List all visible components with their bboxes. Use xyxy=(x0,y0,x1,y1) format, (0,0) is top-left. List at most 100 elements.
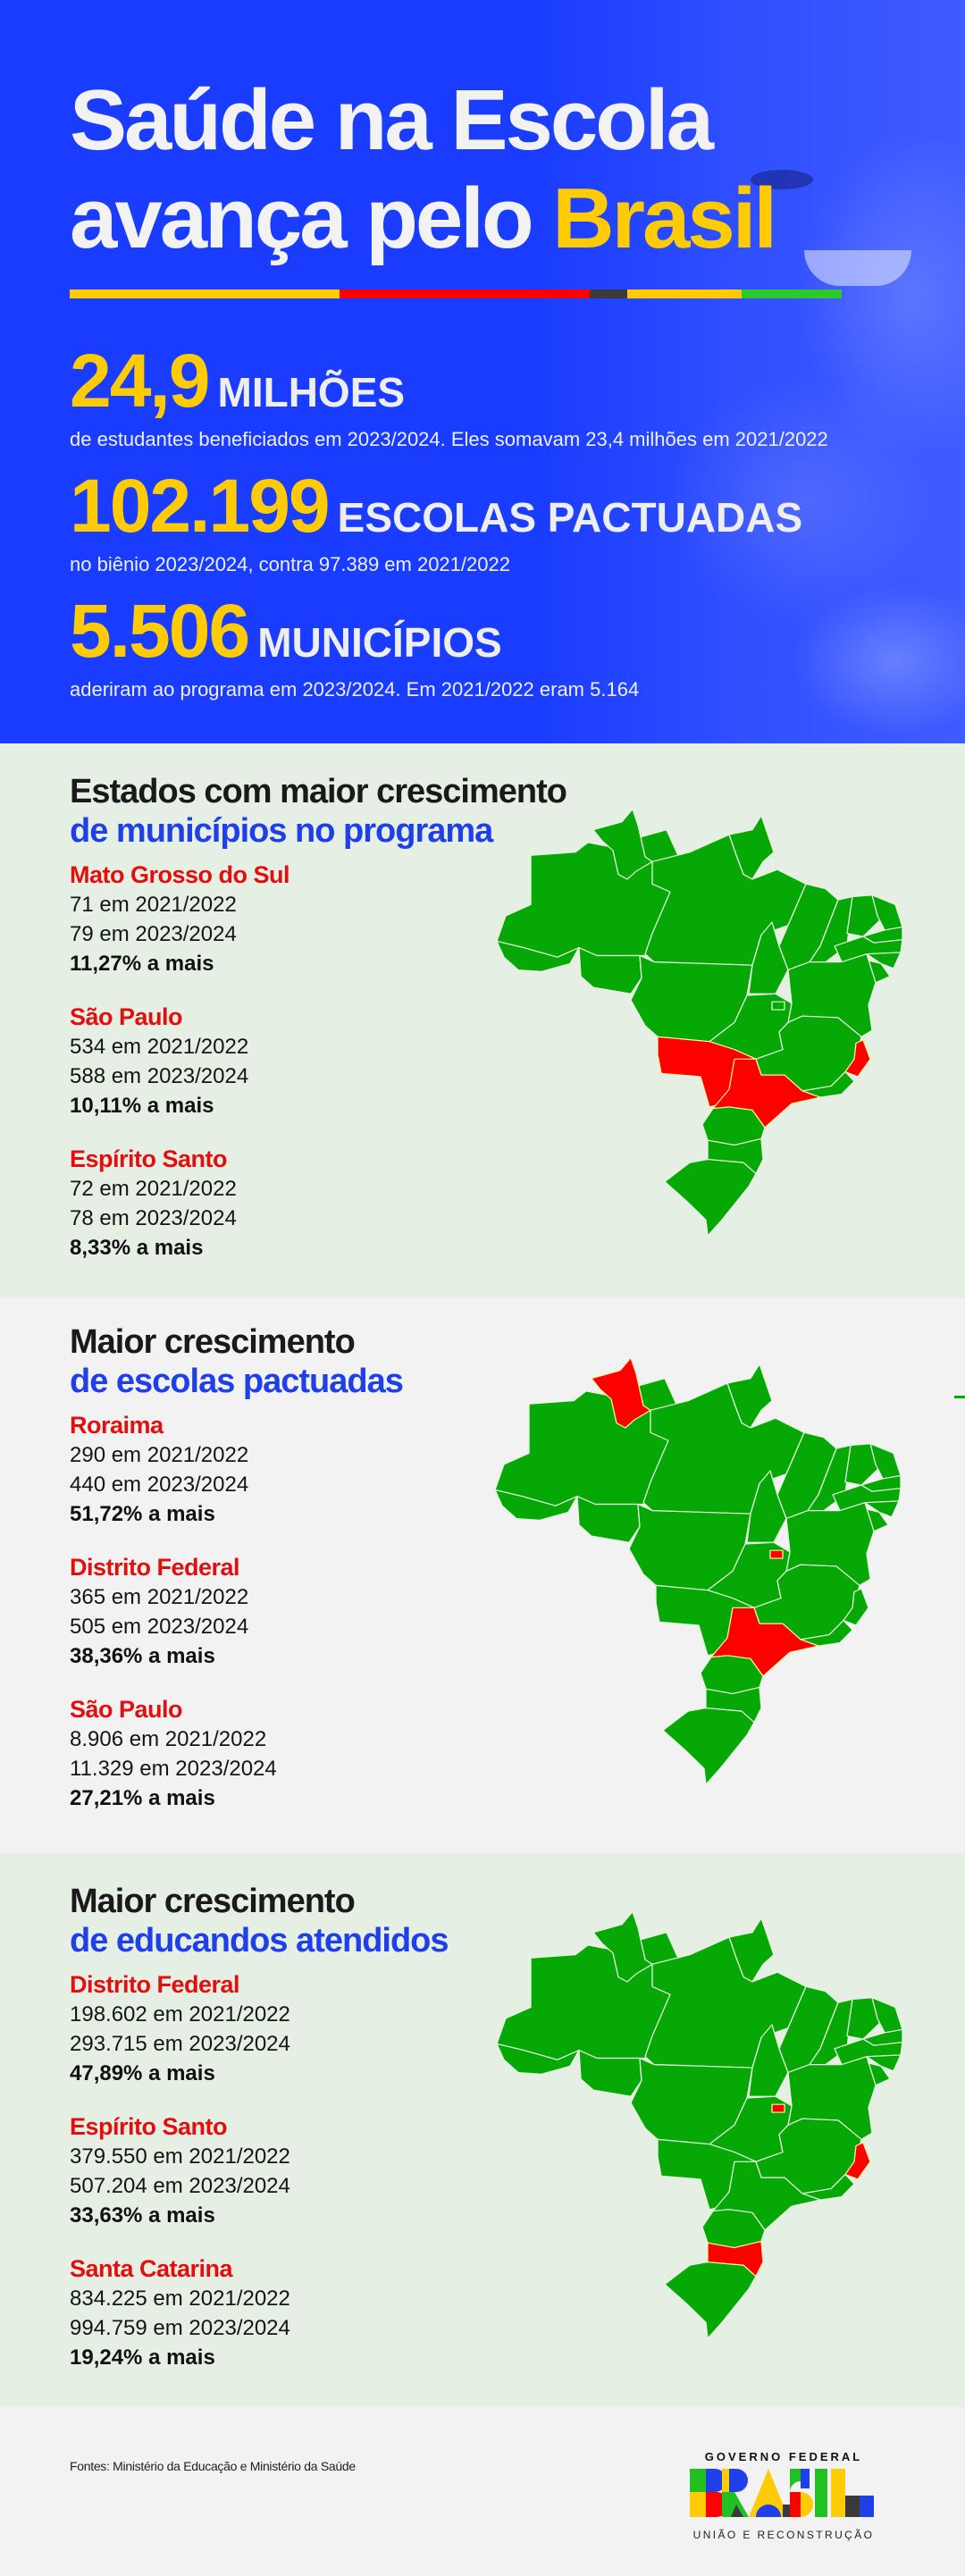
page-title: Saúde na Escola avança pelo Brasil xyxy=(70,71,874,268)
state-rs xyxy=(664,2261,757,2339)
state-item: Distrito Federal 365 em 2021/2022 505 em… xyxy=(70,1552,248,1671)
sources-note: Fontes: Ministério da Educação e Ministé… xyxy=(70,2459,356,2473)
value-after: 293.715 em 2023/2024 xyxy=(70,2032,290,2056)
stat-students: 24,9 MILHÕES de estudantes beneficiados e… xyxy=(70,338,828,451)
state-rr xyxy=(592,1910,653,1983)
section-title: Estados com maior crescimento de municíp… xyxy=(70,772,567,851)
section-title-line-2: de educandos atendidos xyxy=(70,1922,449,1959)
value-after: 994.759 em 2023/2024 xyxy=(70,2316,290,2340)
value-after: 505 em 2023/2024 xyxy=(70,1615,249,1639)
state-rr-highlighted xyxy=(591,1356,651,1429)
state-al xyxy=(864,1500,900,1518)
value-after: 78 em 2023/2024 xyxy=(70,1206,237,1230)
value-after: 507.204 em 2023/2024 xyxy=(70,2174,290,2198)
growth-percent: 10,11% a mais xyxy=(70,1094,214,1118)
stat-description: no biênio 2023/2024, contra 97.389 em 20… xyxy=(70,553,510,575)
section-title-line-1: Maior crescimento xyxy=(70,1883,356,1920)
section-title: Maior crescimento de escolas pactuadas xyxy=(70,1322,404,1401)
state-al xyxy=(866,952,902,969)
flag-bar-segment xyxy=(590,289,627,298)
section-title-line-1: Maior crescimento xyxy=(70,1323,356,1361)
section-schools: Maior crescimento de escolas pactuadas R… xyxy=(0,1297,965,1853)
state-item: Roraima 290 em 2021/2022 440 em 2023/202… xyxy=(70,1410,248,1529)
stat-municipalities: 5.506 MUNICÍPIOS aderiram ao programa em … xyxy=(70,588,639,701)
growth-percent: 47,89% a mais xyxy=(70,2061,215,2085)
state-es-highlighted xyxy=(844,1039,871,1078)
state-item: Espírito Santo 72 em 2021/2022 78 em 202… xyxy=(70,1144,237,1263)
state-item: São Paulo 534 em 2021/2022 588 em 2023/2… xyxy=(70,1002,248,1120)
state-ro xyxy=(578,2050,642,2097)
value-before: 365 em 2021/2022 xyxy=(70,1585,249,1609)
state-sc-highlighted xyxy=(707,2240,764,2278)
value-before: 290 em 2021/2022 xyxy=(70,1443,249,1467)
stat-number: 24,9 xyxy=(70,339,210,423)
value-after: 11.329 em 2023/2024 xyxy=(70,1757,277,1781)
state-name: São Paulo xyxy=(70,1696,183,1723)
flag-bar-segment xyxy=(340,289,590,298)
state-rr xyxy=(592,808,653,880)
stat-number: 102.199 xyxy=(70,464,331,548)
growth-percent: 8,33% a mais xyxy=(70,1236,204,1260)
value-before: 534 em 2021/2022 xyxy=(70,1035,249,1059)
growth-percent: 27,21% a mais xyxy=(70,1786,215,1810)
stat-unit: ESCOLAS PACTUADAS xyxy=(337,494,803,541)
state-name: Roraima xyxy=(70,1412,164,1439)
state-name: Mato Grosso do Sul xyxy=(70,861,290,888)
flag-color-bar xyxy=(70,289,842,298)
flag-bar-segment xyxy=(627,289,742,298)
state-ac xyxy=(494,1489,578,1521)
state-rs xyxy=(662,1707,755,1785)
value-before: 8.906 em 2021/2022 xyxy=(70,1727,267,1751)
state-sp-highlighted xyxy=(710,1607,819,1677)
growth-percent: 11,27% a mais xyxy=(70,952,214,976)
photo-eye xyxy=(751,170,813,189)
stat-schools: 102.199 ESCOLAS PACTUADAS no biênio 2023/… xyxy=(70,463,802,576)
stat-unit: MILHÕES xyxy=(217,369,406,415)
state-es xyxy=(843,1588,869,1626)
state-rn xyxy=(871,1997,903,2034)
flag-bar-segment xyxy=(742,289,842,298)
value-before: 379.550 em 2021/2022 xyxy=(70,2144,290,2169)
state-df-highlighted xyxy=(769,1549,784,1559)
decorative-dash xyxy=(954,1396,965,1398)
logo-top-text: GOVERNO FEDERAL xyxy=(704,2450,863,2463)
hero-banner: Saúde na Escola avança pelo Brasil 24,9 M… xyxy=(0,0,965,743)
value-before: 834.225 em 2021/2022 xyxy=(70,2287,290,2311)
value-after: 588 em 2023/2024 xyxy=(70,1064,249,1088)
state-df xyxy=(771,1001,785,1011)
state-df-highlighted xyxy=(771,2103,785,2113)
state-ac xyxy=(496,940,580,972)
stat-number: 5.506 xyxy=(70,589,250,673)
growth-percent: 51,72% a mais xyxy=(70,1502,215,1526)
state-name: Espírito Santo xyxy=(70,1145,228,1172)
state-name: Distrito Federal xyxy=(70,1971,240,1998)
value-before: 71 em 2021/2022 xyxy=(70,893,237,917)
state-sp-highlighted xyxy=(712,1058,821,1129)
brazil-map xyxy=(486,1355,906,1797)
gov-logo: GOVERNO FEDERAL xyxy=(690,2450,877,2541)
title-line-1: Saúde na Escola xyxy=(70,72,714,168)
section-students: Maior crescimento de educandos atendidos… xyxy=(0,1853,965,2407)
flag-bar-segment xyxy=(70,289,340,298)
footer: Fontes: Ministério da Educação e Ministé… xyxy=(0,2407,965,2576)
state-ac xyxy=(496,2043,580,2075)
brazil-map xyxy=(488,1909,908,2351)
growth-percent: 33,63% a mais xyxy=(70,2203,215,2228)
section-title-line-1: Estados com maior crescimento xyxy=(70,773,567,810)
state-item: Mato Grosso do Sul 71 em 2021/2022 79 em… xyxy=(70,860,290,978)
state-rn xyxy=(869,1443,902,1480)
state-rs xyxy=(664,1158,757,1237)
title-highlight: Brasil xyxy=(552,171,777,266)
state-al xyxy=(866,2054,902,2072)
section-title: Maior crescimento de educandos atendidos xyxy=(70,1882,449,1960)
section-title-line-2: de municípios no programa xyxy=(70,812,493,850)
child-photo xyxy=(536,0,965,743)
state-item: Espírito Santo 379.550 em 2021/2022 507.… xyxy=(70,2111,290,2230)
state-ro xyxy=(578,947,642,994)
stat-unit: MUNICÍPIOS xyxy=(257,619,502,666)
value-before: 198.602 em 2021/2022 xyxy=(70,2002,290,2026)
section-municipalities: Estados com maior crescimento de municíp… xyxy=(0,743,965,1297)
brasil-logo-mark xyxy=(690,2469,874,2517)
state-name: São Paulo xyxy=(70,1003,183,1030)
growth-percent: 38,36% a mais xyxy=(70,1644,215,1668)
